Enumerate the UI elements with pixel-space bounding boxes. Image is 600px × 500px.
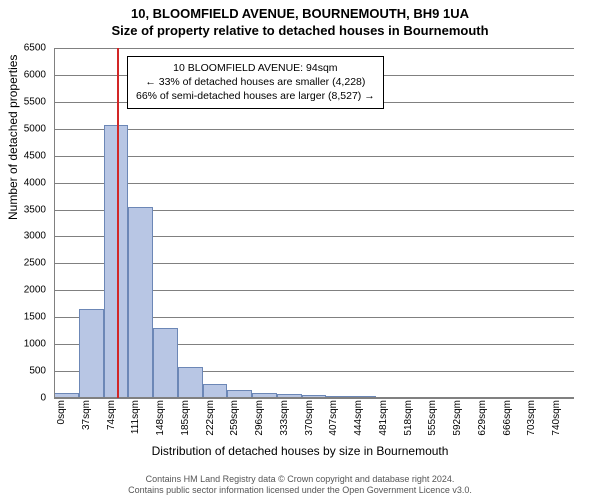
gridline (54, 48, 574, 49)
histogram-bar (79, 309, 104, 398)
attribution-footer: Contains HM Land Registry data © Crown c… (0, 474, 600, 497)
x-tick-label: 148sqm (155, 400, 166, 436)
y-tick-label: 4000 (6, 177, 46, 188)
y-tick-label: 6000 (6, 69, 46, 80)
y-tick-label: 5500 (6, 96, 46, 107)
title-line-1: 10, BLOOMFIELD AVENUE, BOURNEMOUTH, BH9 … (0, 6, 600, 23)
x-tick-label: 259sqm (229, 400, 240, 436)
footer-line-1: Contains HM Land Registry data © Crown c… (0, 474, 600, 485)
footer-line-2: Contains public sector information licen… (0, 485, 600, 496)
x-tick-label: 740sqm (551, 400, 562, 436)
summary-inset: 10 BLOOMFIELD AVENUE: 94sqm← 33% of deta… (127, 56, 384, 109)
inset-line: 10 BLOOMFIELD AVENUE: 94sqm (136, 61, 375, 75)
histogram-bar (153, 328, 178, 398)
y-tick-label: 2500 (6, 258, 46, 269)
x-axis (54, 397, 574, 398)
x-tick-label: 629sqm (477, 400, 488, 436)
x-tick-label: 0sqm (56, 400, 67, 424)
chart-title-block: 10, BLOOMFIELD AVENUE, BOURNEMOUTH, BH9 … (0, 0, 600, 40)
x-tick-label: 222sqm (205, 400, 216, 436)
gridline (54, 398, 574, 399)
x-tick-label: 111sqm (130, 400, 141, 434)
y-tick-label: 5000 (6, 123, 46, 134)
y-tick-label: 1500 (6, 312, 46, 323)
x-axis-label: Distribution of detached houses by size … (0, 444, 600, 458)
y-tick-label: 2000 (6, 285, 46, 296)
x-tick-label: 333sqm (279, 400, 290, 436)
y-tick-label: 4500 (6, 150, 46, 161)
y-tick-label: 3000 (6, 231, 46, 242)
histogram-bar (128, 207, 153, 398)
x-tick-label: 592sqm (452, 400, 463, 436)
gridline (54, 183, 574, 184)
y-tick-label: 6500 (6, 43, 46, 54)
x-tick-label: 296sqm (254, 400, 265, 436)
title-line-2: Size of property relative to detached ho… (0, 23, 600, 40)
gridline (54, 156, 574, 157)
inset-line: 66% of semi-detached houses are larger (… (136, 89, 375, 103)
x-tick-label: 444sqm (353, 400, 364, 436)
x-tick-label: 74sqm (106, 400, 117, 430)
x-tick-label: 370sqm (304, 400, 315, 436)
x-tick-label: 666sqm (502, 400, 513, 436)
x-tick-label: 407sqm (328, 400, 339, 436)
property-size-marker (117, 48, 119, 398)
x-tick-label: 185sqm (180, 400, 191, 436)
x-tick-label: 555sqm (427, 400, 438, 436)
histogram-bar (104, 125, 129, 398)
y-tick-label: 1000 (6, 339, 46, 350)
x-tick-label: 37sqm (81, 400, 92, 430)
y-tick-label: 3500 (6, 204, 46, 215)
histogram-bar (203, 384, 228, 398)
y-axis (54, 48, 55, 398)
inset-line: ← 33% of detached houses are smaller (4,… (136, 75, 375, 89)
histogram-plot: 0500100015002000250030003500400045005000… (54, 48, 574, 398)
gridline (54, 129, 574, 130)
y-tick-label: 0 (6, 393, 46, 404)
x-tick-label: 481sqm (378, 400, 389, 436)
x-tick-label: 518sqm (403, 400, 414, 436)
y-tick-label: 500 (6, 366, 46, 377)
x-tick-label: 703sqm (526, 400, 537, 436)
histogram-bar (178, 367, 203, 398)
